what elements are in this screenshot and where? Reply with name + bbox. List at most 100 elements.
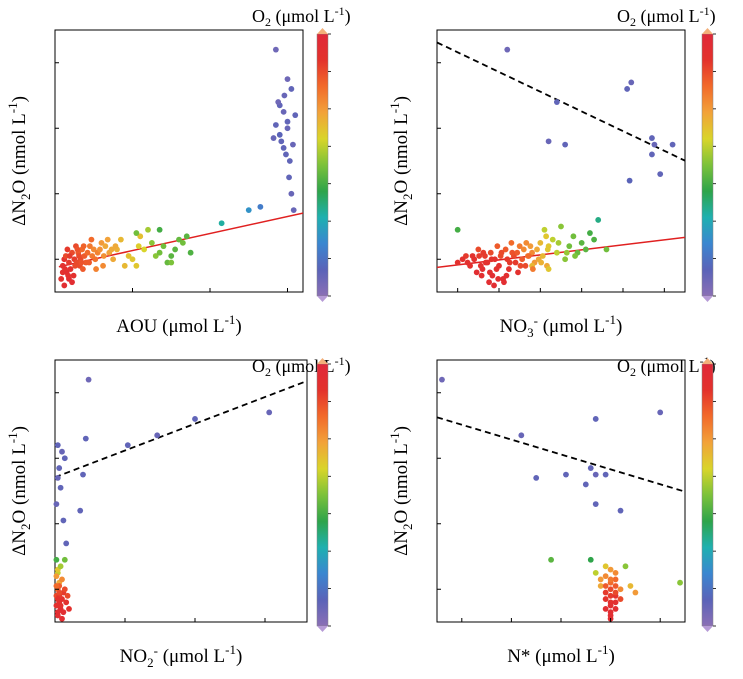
data-point — [53, 556, 60, 563]
data-point — [63, 599, 70, 606]
data-point — [281, 92, 288, 99]
data-point — [152, 253, 159, 259]
plot-frame — [436, 29, 686, 293]
data-point — [72, 262, 79, 269]
y-axis-label: ΔN2O (nmol L-1) — [387, 96, 415, 226]
data-point — [563, 471, 569, 478]
data-point — [509, 249, 516, 256]
data-point — [587, 556, 594, 563]
plot-frame — [54, 29, 304, 293]
data-point — [284, 76, 291, 83]
data-point — [628, 79, 635, 86]
colorbar-title: O2 (μmol L-1) — [252, 4, 351, 29]
data-point — [570, 233, 577, 240]
data-point — [290, 141, 296, 148]
data-point — [272, 46, 279, 53]
data-point — [478, 272, 485, 279]
panel-a: O2 (μmol L-1) AOU (μmol L-1) ΔN2O (nmol L-… — [5, 4, 351, 337]
data-point — [669, 141, 676, 148]
data-point — [57, 563, 64, 570]
data-point — [473, 269, 480, 276]
data-point — [59, 615, 65, 622]
data-point — [77, 507, 84, 514]
data-point — [475, 246, 482, 253]
data-point — [553, 249, 560, 256]
data-point — [108, 246, 115, 253]
data-point — [622, 563, 629, 570]
data-point — [595, 217, 602, 223]
data-point — [288, 86, 295, 92]
data-point — [66, 259, 72, 266]
colorbar-bottom-cap — [702, 626, 713, 632]
data-point — [632, 589, 639, 596]
data-point — [558, 223, 564, 230]
data-point — [627, 583, 634, 589]
y-axis-label: ΔN2O (nmol L-1) — [387, 426, 415, 556]
data-point — [93, 266, 99, 272]
data-point — [459, 256, 466, 263]
fit-line-0 — [55, 380, 307, 479]
data-point — [503, 272, 510, 279]
data-point — [566, 243, 573, 250]
data-point — [612, 606, 619, 612]
data-point — [508, 239, 515, 246]
data-point — [133, 262, 140, 269]
x-axis-label: NO3- (μmol L-1) — [500, 312, 623, 340]
data-point — [137, 233, 144, 240]
data-point — [607, 592, 614, 599]
colorbar — [316, 363, 329, 627]
data-point — [617, 586, 624, 593]
data-point — [60, 609, 67, 616]
colorbar — [316, 33, 329, 297]
data-point — [270, 135, 277, 141]
data-point — [592, 569, 599, 576]
data-point — [86, 259, 92, 266]
data-point — [544, 246, 551, 253]
data-point — [607, 576, 614, 583]
data-point — [145, 226, 151, 233]
data-point — [476, 253, 483, 259]
data-point — [179, 239, 186, 246]
data-point — [187, 249, 194, 256]
colorbar-bottom-cap — [317, 626, 328, 632]
data-point — [160, 243, 167, 250]
data-point — [543, 233, 550, 240]
data-point — [495, 276, 502, 282]
data-point — [54, 442, 61, 449]
data-point — [60, 517, 67, 524]
data-point — [97, 246, 103, 253]
data-point — [469, 253, 476, 259]
data-point — [587, 230, 593, 236]
data-point — [454, 226, 461, 233]
data-point — [562, 256, 569, 263]
data-point — [487, 249, 494, 256]
data-point — [515, 269, 521, 276]
data-point — [61, 556, 68, 563]
data-point — [280, 108, 287, 115]
data-point — [537, 239, 544, 246]
data-point — [192, 416, 198, 422]
data-point — [624, 86, 631, 92]
data-point — [488, 256, 495, 263]
colorbar — [701, 363, 714, 627]
data-point — [602, 606, 609, 612]
data-point — [587, 465, 594, 471]
data-point — [657, 171, 664, 178]
data-point — [57, 484, 64, 491]
data-point — [125, 253, 132, 259]
data-point — [516, 243, 523, 250]
data-point — [278, 138, 285, 145]
data-point — [53, 573, 60, 580]
data-point — [286, 174, 292, 181]
data-point — [63, 540, 70, 547]
data-point — [592, 501, 599, 507]
data-point — [284, 125, 291, 132]
data-point — [649, 135, 655, 141]
data-point — [545, 266, 552, 272]
data-point — [539, 253, 546, 259]
colorbar — [701, 33, 714, 297]
data-point — [491, 282, 497, 289]
data-point — [66, 253, 73, 259]
data-point — [64, 246, 71, 253]
